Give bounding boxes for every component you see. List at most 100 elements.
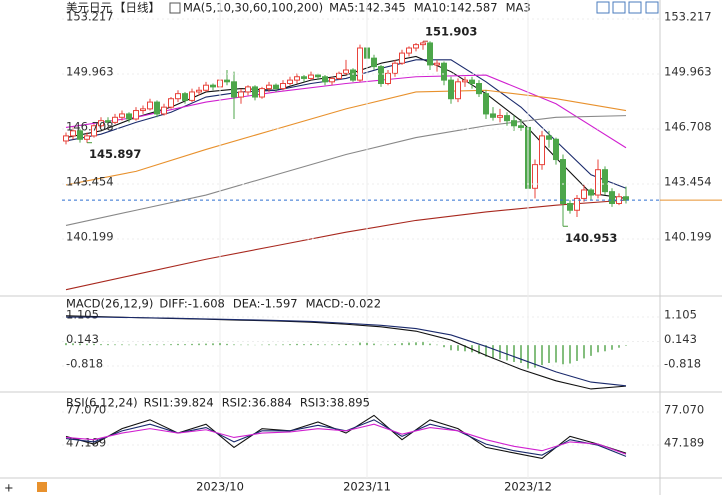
y-tick-label: 146.708 [664, 120, 712, 134]
candle-body [238, 91, 244, 98]
candle-body [455, 81, 461, 100]
candle-body [98, 120, 104, 127]
macd-line [66, 316, 627, 387]
icon[interactable] [628, 1, 642, 14]
candle-body [329, 77, 335, 83]
chart-title: 美元日元 [66, 1, 112, 15]
candle-body [140, 108, 146, 112]
candle-body [441, 62, 447, 81]
candle-body [126, 113, 132, 120]
candle-body [588, 189, 594, 196]
panel-title: MACD(26,12,9) [66, 297, 153, 311]
candle-body [595, 169, 601, 196]
candle-body [574, 197, 580, 211]
candle-body [532, 164, 538, 189]
y-tick-label: 1.105 [66, 308, 99, 322]
candle-body [196, 89, 202, 93]
y-tick-label: 153.217 [66, 10, 114, 24]
candle-body [203, 84, 209, 91]
candle-body [336, 72, 342, 79]
candle-body [476, 83, 482, 95]
candle-body [469, 79, 475, 85]
candle-body [77, 130, 83, 140]
candle-body [497, 115, 503, 118]
candle-body [168, 98, 174, 108]
candle-body [182, 93, 188, 101]
legend-item: MA3 [506, 1, 531, 15]
x-tick-label: 2023/12 [504, 480, 552, 494]
ma-line [65, 115, 627, 227]
candle-body [567, 202, 573, 211]
ma-line [65, 199, 627, 291]
candle-body [210, 84, 216, 88]
candle-body [385, 72, 391, 85]
candle-body [399, 52, 405, 64]
candle-body [378, 66, 384, 85]
candle-body [154, 101, 160, 115]
candle-body [161, 106, 167, 115]
legend-icon[interactable] [169, 2, 181, 14]
candle-body [560, 159, 566, 204]
candle-body [231, 81, 237, 98]
settings-icon[interactable] [37, 482, 47, 492]
candle-body [84, 135, 90, 140]
candle-body [189, 91, 195, 101]
icon[interactable] [596, 1, 610, 14]
y-tick-label: 0.143 [664, 332, 697, 346]
candle-body [322, 76, 328, 83]
x-tick-label: 2023/10 [196, 480, 244, 494]
candle-body [483, 93, 489, 115]
candle-body [623, 196, 629, 201]
y-tick-label: 77.070 [66, 403, 106, 417]
candle-body [91, 125, 97, 137]
candle-body [280, 83, 286, 90]
candle-body [434, 62, 440, 66]
candle-body [119, 113, 125, 118]
candle-body [511, 120, 517, 127]
candle-body [294, 76, 300, 81]
candle-body [448, 79, 454, 100]
candle-body [147, 101, 153, 110]
annotation: 140.953 [565, 231, 617, 245]
toolbar-icons[interactable] [596, 1, 659, 14]
y-tick-label: 77.070 [664, 403, 704, 417]
icon[interactable] [612, 1, 626, 14]
ma-line [65, 89, 627, 186]
candle-body [315, 74, 321, 78]
y-tick-label: 143.454 [664, 174, 712, 188]
candle-body [343, 69, 349, 74]
icon[interactable] [645, 1, 659, 14]
candle-body [287, 79, 293, 85]
candle-body [252, 86, 258, 98]
panel-title: RSI(6,12,24) [66, 396, 138, 410]
candle-body [539, 135, 545, 166]
annotation: 151.903 [425, 25, 477, 39]
candle-body [462, 79, 468, 83]
candle-body [518, 125, 524, 128]
y-tick-label: 140.199 [66, 230, 114, 244]
ma-line [65, 59, 627, 189]
candle-body [357, 47, 363, 81]
candle-body [420, 42, 426, 46]
candle-body [546, 135, 552, 140]
x-tick-label: 2023/11 [343, 480, 391, 494]
candle-body [70, 130, 76, 137]
candle-body [259, 88, 265, 98]
legend-item: MA10:142.587 [414, 1, 498, 15]
y-tick-label: -0.818 [66, 357, 103, 371]
candle-body [245, 86, 251, 93]
candle-body [406, 47, 412, 54]
candle-body [266, 84, 272, 90]
y-tick-label: 143.454 [66, 174, 114, 188]
y-tick-label: -0.818 [664, 357, 701, 371]
y-tick-label: 149.963 [66, 64, 114, 78]
y-tick-label: 153.217 [664, 10, 712, 24]
rsi-line [65, 414, 627, 460]
zoom-icon[interactable]: + [4, 481, 14, 495]
candle-body [392, 62, 398, 74]
legend-item: RSI2:36.884 [222, 396, 292, 410]
candle-body [602, 169, 608, 193]
price-plot [63, 41, 629, 291]
candle-body [504, 115, 510, 122]
